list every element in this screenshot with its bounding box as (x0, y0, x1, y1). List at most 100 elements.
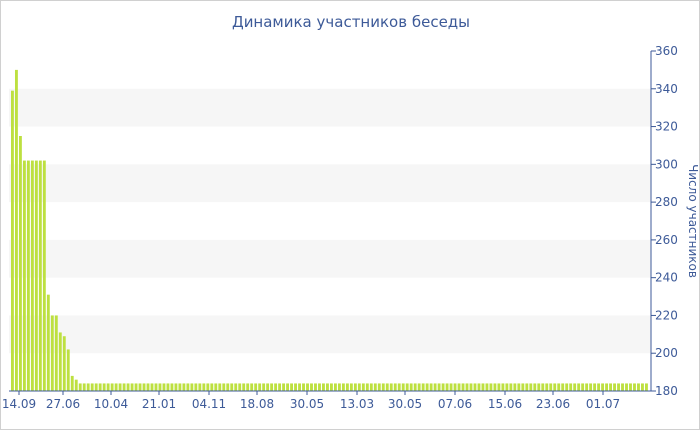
bar (78, 383, 82, 391)
bar (26, 160, 30, 391)
bar (633, 383, 636, 391)
y-tick-label: 300 (655, 157, 678, 171)
bar (641, 383, 644, 391)
bar (98, 383, 102, 391)
x-tick-label: 07.06 (438, 397, 472, 411)
bar (621, 383, 624, 391)
bar (501, 383, 505, 391)
bar (389, 383, 393, 391)
bar (465, 383, 469, 391)
bar (58, 332, 62, 391)
y-axis-label: Число участников (686, 164, 700, 278)
bar (441, 383, 445, 391)
bar (345, 383, 349, 391)
bar (210, 383, 214, 391)
bar (645, 383, 648, 391)
bar (605, 383, 609, 391)
bar (182, 383, 186, 391)
y-tick-label: 220 (655, 308, 678, 322)
bar (234, 383, 238, 391)
bar (262, 383, 266, 391)
bar (453, 383, 457, 391)
bar (477, 383, 481, 391)
bar (202, 383, 206, 391)
bar (102, 383, 106, 391)
bar (82, 383, 86, 391)
bar (186, 383, 190, 391)
bar (238, 383, 242, 391)
bar (18, 136, 22, 391)
bar (469, 383, 473, 391)
bar (417, 383, 421, 391)
y-tick-label: 200 (655, 346, 678, 360)
y-tick-label: 180 (655, 384, 678, 398)
x-tick-label: 13.03 (340, 397, 374, 411)
bar (246, 383, 250, 391)
x-tick-label: 30.05 (290, 397, 324, 411)
bar (493, 383, 497, 391)
bar (629, 383, 632, 391)
bar (625, 383, 628, 391)
bar (437, 383, 441, 391)
bar (593, 383, 597, 391)
bar (302, 383, 305, 391)
bar (162, 383, 166, 391)
x-tick-label: 27.06 (46, 397, 80, 411)
grid-band (9, 88, 651, 127)
bar (369, 383, 373, 391)
bar (573, 383, 577, 391)
bar (397, 383, 401, 391)
bar (142, 383, 146, 391)
bar (290, 383, 293, 391)
bar (34, 160, 38, 391)
bar (94, 383, 98, 391)
bar (613, 383, 616, 391)
bar (314, 383, 317, 391)
bar (385, 383, 389, 391)
bar (70, 375, 74, 391)
bar (226, 383, 230, 391)
bar (74, 379, 78, 391)
bar (14, 69, 18, 391)
bar (457, 383, 461, 391)
bar (310, 383, 313, 391)
bar (322, 383, 325, 391)
bar (198, 383, 202, 391)
x-tick-label: 21.01 (142, 397, 176, 411)
bar (361, 383, 365, 391)
bar (577, 383, 581, 391)
bar (206, 383, 210, 391)
bar (42, 160, 46, 391)
bar (485, 383, 489, 391)
bar (30, 160, 34, 391)
bar (126, 383, 130, 391)
x-tick-label: 30.05 (388, 397, 422, 411)
bar (341, 383, 345, 391)
bar (11, 90, 14, 392)
bar (357, 383, 361, 391)
bar (110, 383, 114, 391)
bar (377, 383, 381, 391)
bar (517, 383, 521, 391)
y-tick-label: 320 (655, 120, 678, 134)
grid-band (9, 239, 651, 278)
bar (373, 383, 377, 391)
bar (318, 383, 321, 391)
bar (449, 383, 453, 391)
bar (481, 383, 485, 391)
bar (381, 383, 385, 391)
bar (429, 383, 433, 391)
bar (597, 383, 601, 391)
bar (585, 383, 589, 391)
bar (178, 383, 182, 391)
bar (421, 383, 425, 391)
bar (230, 383, 234, 391)
chart-title: Динамика участников беседы (231, 13, 471, 31)
bar (509, 383, 513, 391)
y-tick-label: 280 (655, 195, 678, 209)
bar (349, 383, 353, 391)
bar (306, 383, 309, 391)
x-tick-label: 18.08 (240, 397, 274, 411)
bar (561, 383, 565, 391)
